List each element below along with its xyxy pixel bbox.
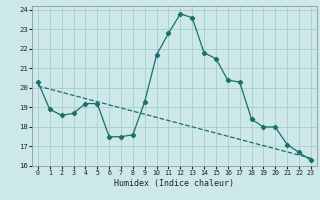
X-axis label: Humidex (Indice chaleur): Humidex (Indice chaleur) [115,179,234,188]
